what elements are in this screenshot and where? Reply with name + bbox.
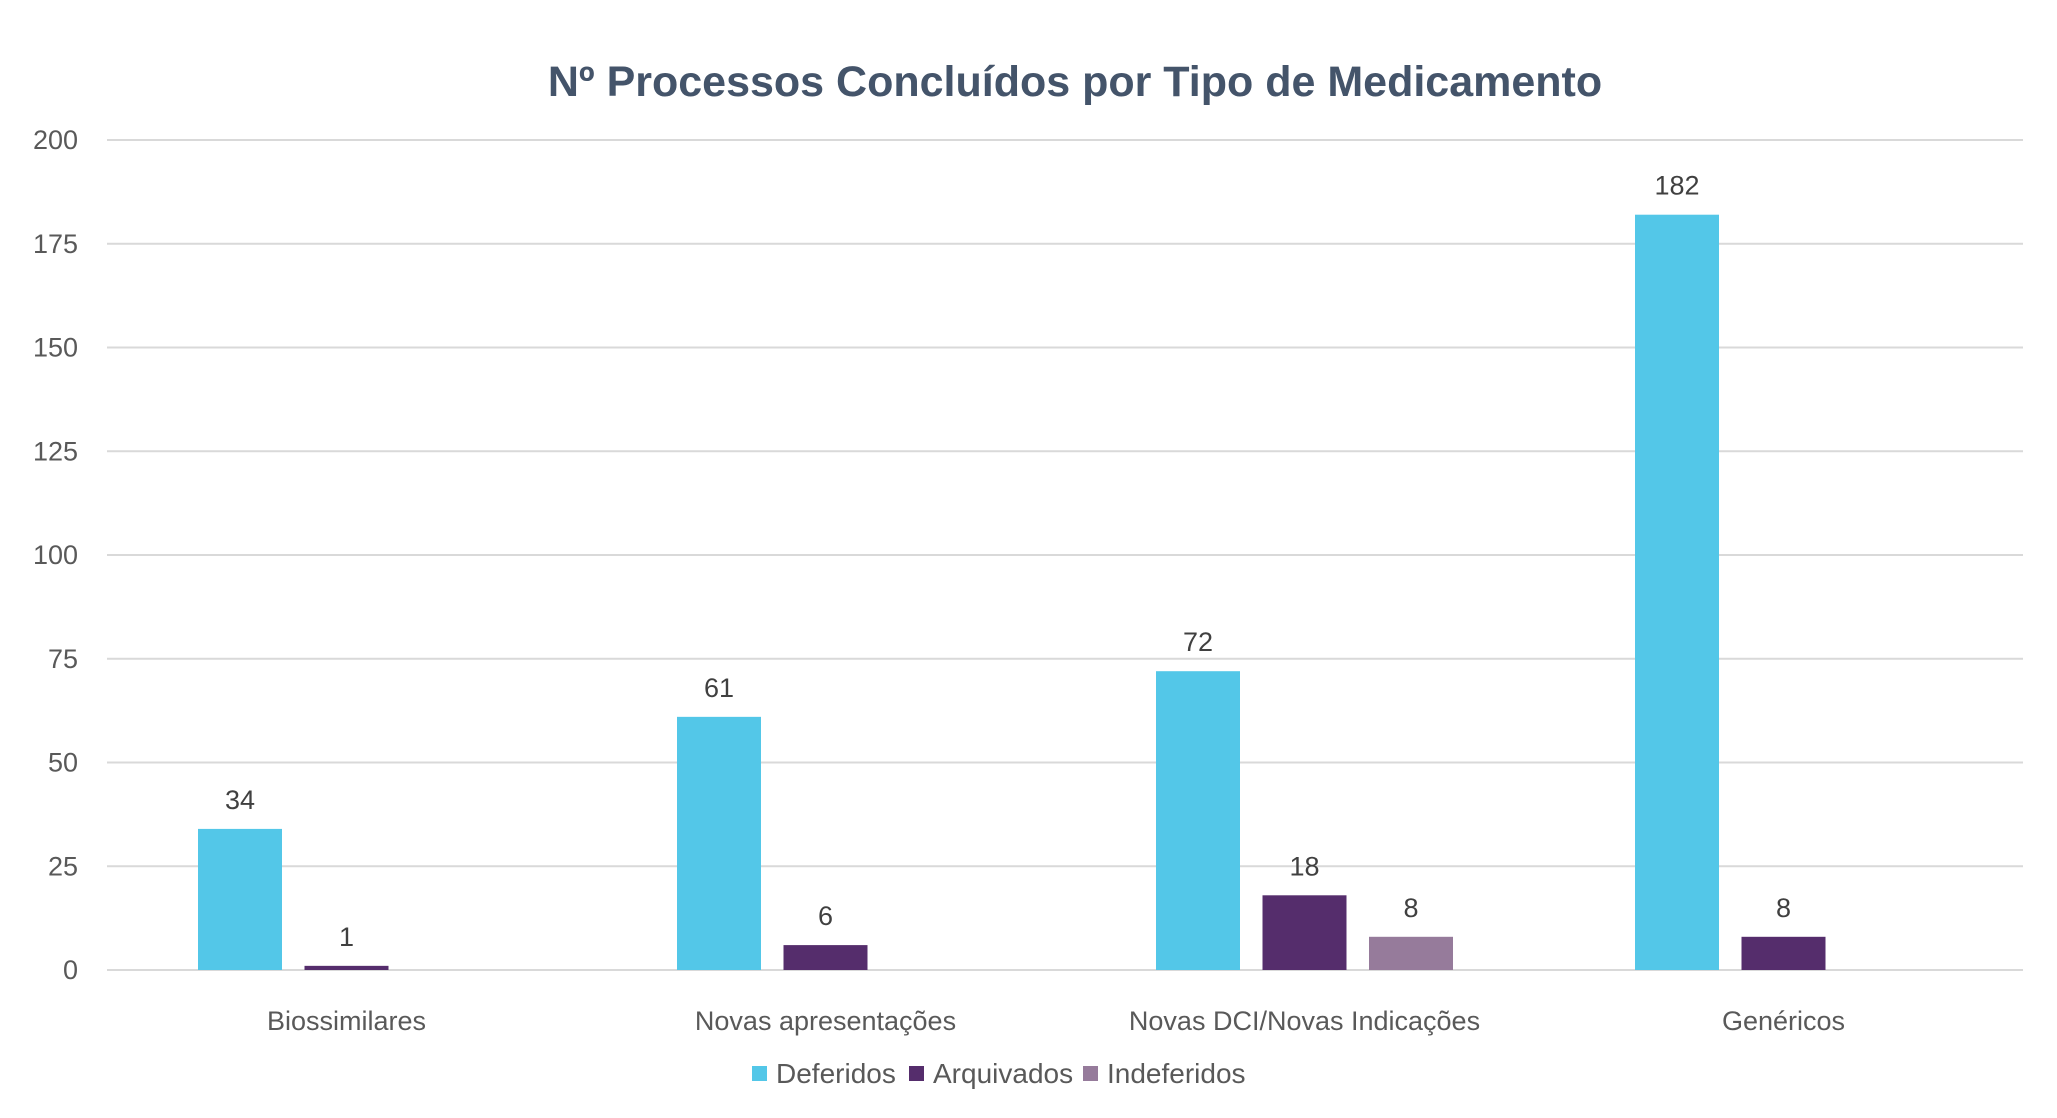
gridlines — [107, 139, 2023, 971]
y-tick-label: 50 — [48, 748, 78, 778]
data-label: 72 — [1183, 627, 1213, 657]
x-category-label: Novas apresentações — [695, 1006, 956, 1036]
x-category-label: Novas DCI/Novas Indicações — [1129, 1006, 1480, 1036]
x-category-label: Genéricos — [1722, 1006, 1845, 1036]
x-axis-categories: Biossimilares Novas apresentações Novas DC… — [267, 1006, 1845, 1036]
legend-swatch-deferidos — [752, 1066, 767, 1081]
legend-label-arquivados: Arquivados — [933, 1058, 1073, 1089]
bar-indeferidos — [1369, 936, 1453, 970]
legend: Deferidos Arquivados Indeferidos — [752, 1058, 1246, 1089]
bar-arquivados — [1262, 895, 1347, 970]
y-tick-label: 100 — [33, 540, 78, 570]
y-tick-label: 200 — [33, 125, 78, 155]
bar-deferidos — [1156, 671, 1240, 970]
y-tick-label: 150 — [33, 333, 78, 363]
bar-deferidos — [198, 828, 282, 970]
data-label: 8 — [1776, 893, 1791, 923]
y-tick-label: 75 — [48, 644, 78, 674]
y-tick-label: 25 — [48, 851, 78, 881]
legend-swatch-indeferidos — [1083, 1066, 1098, 1081]
chart-title: Nº Processos Concluídos por Tipo de Medi… — [548, 58, 1602, 106]
data-label: 34 — [225, 785, 255, 815]
bar-arquivados — [783, 945, 868, 970]
bar-arquivados — [1741, 936, 1826, 970]
data-label: 18 — [1289, 851, 1319, 881]
legend-label-deferidos: Deferidos — [776, 1058, 896, 1089]
y-tick-label: 175 — [33, 229, 78, 259]
x-category-label: Biossimilares — [267, 1006, 426, 1036]
bar-deferidos — [1635, 214, 1719, 970]
y-tick-label: 0 — [63, 955, 78, 985]
data-label: 1 — [339, 922, 354, 952]
data-labels: 34 1 61 6 72 18 8 182 8 — [225, 171, 1791, 952]
legend-label-indeferidos: Indeferidos — [1107, 1058, 1246, 1089]
legend-swatch-arquivados — [909, 1066, 924, 1081]
y-axis-ticks: 0 25 50 75 100 125 150 175 200 — [33, 125, 78, 985]
data-label: 8 — [1403, 893, 1418, 923]
data-label: 61 — [704, 673, 734, 703]
bars — [198, 214, 1826, 970]
data-label: 6 — [818, 901, 833, 931]
y-tick-label: 125 — [33, 436, 78, 466]
data-label: 182 — [1654, 171, 1699, 201]
bar-deferidos — [677, 716, 761, 970]
bar-arquivados — [304, 965, 389, 970]
